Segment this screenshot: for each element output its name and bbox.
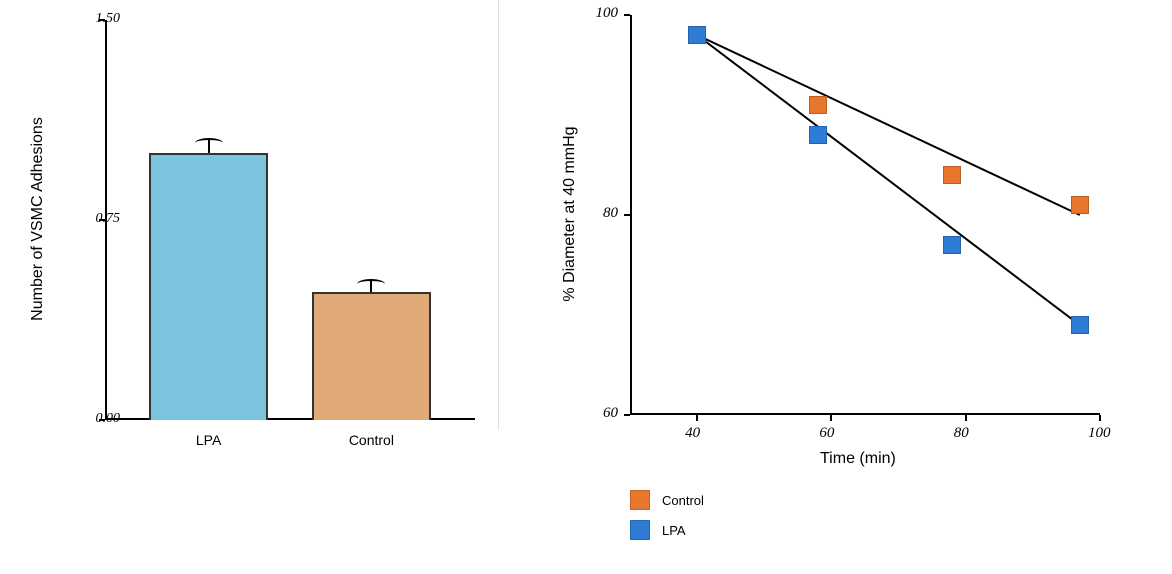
bar-lpa xyxy=(149,153,267,420)
legend-item: LPA xyxy=(630,520,704,540)
legend-item: Control xyxy=(630,490,704,510)
legend: Control LPA xyxy=(630,490,704,550)
scatter-plot-area: 6080100 406080100 xyxy=(630,15,1100,415)
scatter-ytick-label: 60 xyxy=(603,405,618,422)
scatter-chart-panel: % Diameter at 40 mmHg 60 80 100 40 6080100 … xyxy=(500,0,1172,574)
error-cap xyxy=(357,279,385,284)
bar-ytick-label: 0.75 xyxy=(96,211,121,227)
scatter-x-axis-label: Time (min) xyxy=(820,450,896,468)
scatter-xtick xyxy=(1099,415,1101,421)
scatter-xtick xyxy=(696,415,698,421)
trend-line-control xyxy=(697,34,1081,216)
bar-y-axis-label: Number of VSMC Adhesions xyxy=(29,109,47,329)
scatter-xtick-label: 40 xyxy=(685,425,700,442)
marker-control xyxy=(1071,196,1089,214)
trend-line-lpa xyxy=(697,34,1081,326)
bar-category-label: Control xyxy=(312,432,430,448)
scatter-xtick xyxy=(830,415,832,421)
marker-lpa xyxy=(688,26,706,44)
legend-swatch xyxy=(630,520,650,540)
bar-control xyxy=(312,292,430,420)
scatter-ytick xyxy=(624,214,630,216)
scatter-x-axis-line xyxy=(630,413,1100,415)
scatter-y-axis-label: % Diameter at 40 mmHg xyxy=(561,104,579,324)
bar-ytick-label: 0.00 xyxy=(96,411,121,427)
bar-chart-panel: Number of VSMC Adhesions 0.00 0.75 1.50 LP… xyxy=(0,0,500,574)
scatter-ytick-label: 80 xyxy=(603,205,618,222)
marker-control xyxy=(809,96,827,114)
scatter-xtick-label: 60 xyxy=(819,425,834,442)
legend-swatch xyxy=(630,490,650,510)
scatter-ytick xyxy=(624,414,630,416)
marker-lpa xyxy=(1071,316,1089,334)
legend-label: Control xyxy=(662,493,704,508)
error-cap xyxy=(195,138,223,143)
scatter-y-axis-line xyxy=(630,15,632,415)
scatter-ytick xyxy=(624,14,630,16)
marker-lpa xyxy=(943,236,961,254)
marker-lpa xyxy=(809,126,827,144)
scatter-xtick xyxy=(965,415,967,421)
scatter-ytick-label: 100 xyxy=(596,5,619,22)
bar-ytick-label: 1.50 xyxy=(96,11,121,27)
panel-divider xyxy=(498,0,499,430)
legend-label: LPA xyxy=(662,523,686,538)
figure-container: Number of VSMC Adhesions 0.00 0.75 1.50 LP… xyxy=(0,0,1172,574)
scatter-xtick-label: 100 xyxy=(1088,425,1111,442)
bar-plot-area xyxy=(105,20,475,420)
bar-category-label: LPA xyxy=(149,432,267,448)
marker-control xyxy=(943,166,961,184)
scatter-xtick-label: 80 xyxy=(954,425,969,442)
